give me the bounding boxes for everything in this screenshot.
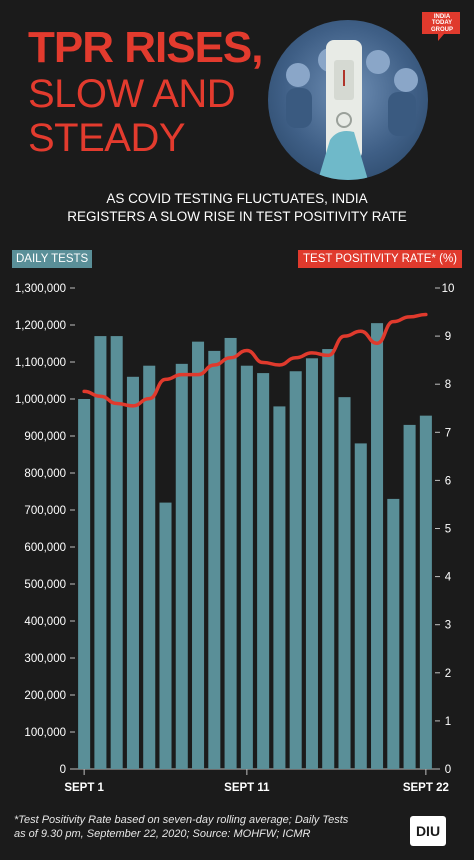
daily-tests-bar	[110, 336, 123, 769]
y-left-tick-label: 300,000	[24, 653, 66, 665]
tests-and-tpr-chart: 0 100,000 200,000 300,000 400,000 500,000 600,…	[15, 283, 455, 794]
diu-logo: DIU	[410, 816, 446, 846]
daily-tests-bar	[240, 365, 253, 769]
legend-daily-tests: DAILY TESTS	[12, 250, 93, 268]
brand-text: INDIA TODAY GROUP	[430, 14, 453, 33]
y-right-tick-label: 0	[445, 764, 451, 776]
daily-tests-bar	[257, 373, 270, 769]
daily-tests-bar	[175, 363, 188, 769]
daily-tests-bar	[305, 358, 318, 769]
y-right-tick-label: 5	[445, 524, 451, 536]
x-tick-label: SEPT 11	[224, 782, 270, 794]
daily-tests-bar	[371, 323, 384, 769]
india-today-group-logo: INDIA TODAY GROUP	[418, 8, 464, 44]
y-right-tick-label: 1	[445, 716, 451, 728]
daily-tests-bar	[289, 371, 302, 769]
daily-tests-bar	[338, 397, 351, 769]
y-right-tick-label: 2	[445, 668, 451, 680]
daily-tests-bar	[403, 424, 416, 769]
daily-tests-bar	[387, 498, 400, 769]
hero-illustration	[268, 20, 428, 180]
daily-tests-bar	[224, 337, 237, 769]
y-left-tick-label: 1,000,000	[15, 394, 66, 406]
daily-tests-bar	[94, 336, 107, 769]
daily-tests-bar	[78, 399, 91, 769]
y-left-tick-label: 500,000	[24, 579, 66, 591]
y-left-tick-label: 100,000	[24, 727, 66, 739]
y-right-tick-label: 6	[445, 475, 451, 487]
y-right-tick-label: 9	[445, 331, 451, 343]
x-tick-label: SEPT 22	[403, 782, 449, 794]
headline-line-3: STEADY	[28, 116, 186, 160]
y-left-tick-label: 1,100,000	[15, 357, 66, 369]
y-left-tick-label: 1,300,000	[15, 283, 66, 295]
y-left-tick-label: 900,000	[24, 431, 66, 443]
daily-tests-bar	[354, 443, 367, 769]
test-kit-illustration-icon	[286, 40, 418, 180]
tpr-line	[82, 312, 428, 408]
y-right-tick-label: 3	[445, 620, 451, 632]
y-right-tick-label: 7	[445, 427, 451, 439]
subtitle-line-1: AS COVID TESTING FLUCTUATES, INDIA	[106, 191, 368, 206]
daily-tests-bar	[159, 502, 172, 769]
y-right-tick-label: 4	[445, 572, 452, 584]
y-left-tick-label: 0	[60, 764, 66, 776]
subtitle: AS COVID TESTING FLUCTUATES, INDIA REGIS…	[0, 190, 474, 226]
y-right-tick-label: 10	[442, 283, 455, 295]
y-left-tick-label: 1,200,000	[15, 320, 66, 332]
x-tick-label: SEPT 1	[64, 782, 104, 794]
headline: TPR RISES, SLOW AND STEADY	[28, 23, 263, 160]
headline-line-1: TPR RISES,	[28, 23, 263, 72]
headline-line-2: SLOW AND	[28, 72, 236, 116]
brand-badge-icon	[422, 12, 460, 41]
daily-tests-bar	[208, 350, 221, 769]
subtitle-line-2: REGISTERS A SLOW RISE IN TEST POSITIVITY…	[67, 209, 407, 224]
y-left-tick-label: 800,000	[24, 468, 66, 480]
footnote-line-2: as of 9.30 pm, September 22, 2020; Sourc…	[14, 828, 311, 840]
daily-tests-bar	[273, 406, 286, 769]
daily-tests-bar	[126, 376, 139, 769]
footnote-line-1: *Test Positivity Rate based on seven-day…	[14, 814, 349, 826]
daily-tests-bar	[419, 415, 432, 769]
daily-tests-bar	[192, 341, 205, 769]
y-left-tick-label: 600,000	[24, 542, 66, 554]
daily-tests-bar	[143, 365, 156, 769]
y-left-tick-label: 200,000	[24, 690, 66, 702]
y-left-tick-label: 400,000	[24, 616, 66, 628]
legend-test-positivity-rate: TEST POSITIVITY RATE* (%)	[298, 250, 462, 268]
daily-tests-bar	[322, 349, 335, 769]
y-right-tick-label: 8	[445, 379, 451, 391]
y-left-tick-label: 700,000	[24, 505, 66, 517]
footnote: *Test Positivity Rate based on seven-day…	[14, 813, 394, 841]
diu-logo-text: DIU	[415, 823, 441, 839]
